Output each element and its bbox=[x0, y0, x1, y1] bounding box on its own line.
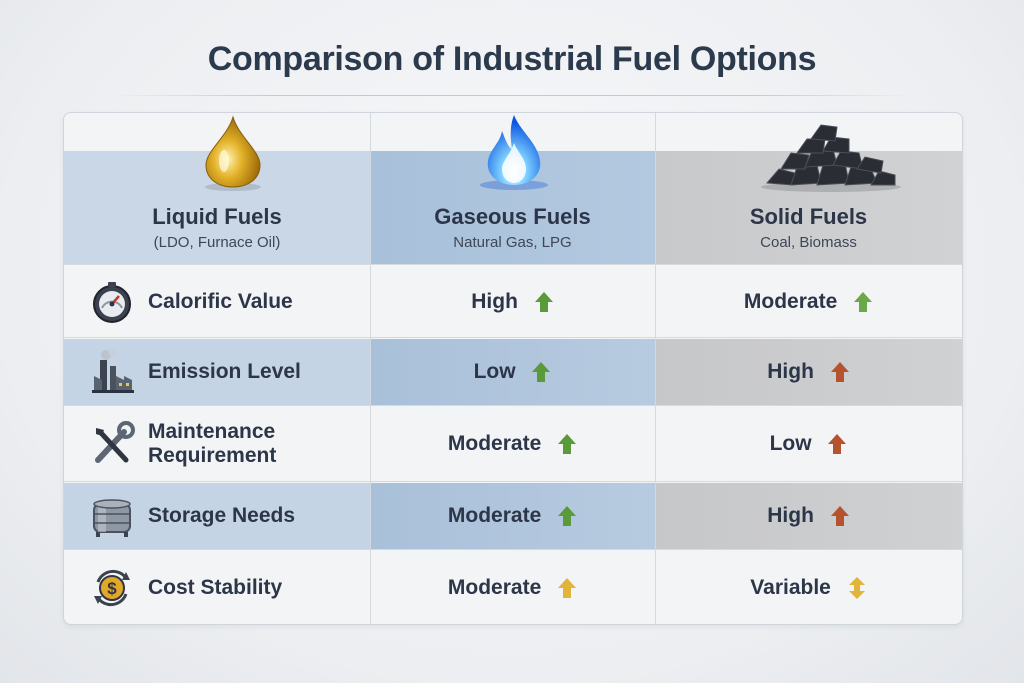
svg-text:$: $ bbox=[107, 579, 117, 598]
value-solid-calorific: Moderate bbox=[655, 290, 962, 314]
green-up-arrow-icon bbox=[558, 434, 577, 455]
column-title-gaseous: Gaseous Fuels bbox=[434, 204, 591, 229]
value-solid-cost: Variable bbox=[655, 576, 962, 600]
value-gas-cost: Moderate bbox=[370, 576, 655, 600]
value-solid-storage: High bbox=[655, 504, 962, 528]
value-solid-emission: High bbox=[655, 360, 962, 384]
column-sub-solid: Coal, Biomass bbox=[760, 234, 857, 251]
column-title-solid: Solid Fuels bbox=[749, 204, 868, 229]
header-solid: Solid Fuels Coal, Biomass bbox=[655, 113, 962, 624]
red-up-arrow-icon bbox=[828, 434, 847, 455]
row-label-storage: Storage Needs bbox=[148, 504, 296, 527]
row-label-maintenance: Maintenance Requirement bbox=[148, 420, 277, 467]
green-up-arrow-icon bbox=[532, 362, 551, 383]
yellow-up-arrow-icon bbox=[558, 577, 577, 598]
header-liquid: Liquid Fuels (LDO, Furnace Oil) bbox=[64, 113, 370, 624]
column-sub-liquid: (LDO, Furnace Oil) bbox=[153, 234, 281, 251]
value-gas-maintenance: Moderate bbox=[370, 432, 655, 456]
red-up-arrow-icon bbox=[830, 506, 849, 527]
green-up-arrow-icon bbox=[534, 292, 553, 313]
table-row-cost: $ Cost Stability Moderate Variable bbox=[64, 551, 962, 624]
column-sub-gaseous: Natural Gas, LPG bbox=[453, 234, 572, 251]
title-divider bbox=[110, 95, 914, 96]
page-title: Comparison of Industrial Fuel Options bbox=[207, 40, 817, 78]
value-solid-maintenance: Low bbox=[655, 432, 962, 456]
comparison-table: Liquid Fuels (LDO, Furnace Oil) Gaseous … bbox=[63, 112, 963, 625]
dollar-cycle-icon: $ bbox=[94, 569, 130, 606]
coal-pile-icon bbox=[761, 124, 901, 192]
oil-drop-icon bbox=[205, 115, 261, 191]
tools-icon bbox=[95, 421, 135, 463]
row-label-emission: Emission Level bbox=[148, 360, 301, 383]
table-row-calorific: Calorific Value High Moderate bbox=[64, 269, 962, 335]
row-label-calorific: Calorific Value bbox=[148, 290, 293, 313]
green-up-arrow-icon bbox=[854, 292, 873, 313]
value-gas-emission: Low bbox=[370, 360, 655, 384]
table-row-maintenance: Maintenance Requirement Moderate Low bbox=[64, 407, 962, 481]
green-up-arrow-icon bbox=[558, 506, 577, 527]
row-label-cost: Cost Stability bbox=[148, 575, 283, 599]
value-gas-calorific: High bbox=[370, 290, 655, 314]
gauge-icon bbox=[93, 282, 131, 323]
value-gas-storage: Moderate bbox=[370, 504, 655, 528]
factory-icon bbox=[92, 349, 134, 393]
header-gaseous: Gaseous Fuels Natural Gas, LPG bbox=[370, 113, 655, 624]
red-up-arrow-icon bbox=[830, 362, 849, 383]
table-row-emission: Emission Level Low High bbox=[64, 339, 962, 405]
yellow-up-down-arrow-icon bbox=[848, 576, 865, 599]
column-divider bbox=[370, 113, 371, 624]
storage-tank-icon bbox=[93, 499, 131, 537]
blue-flame-icon bbox=[480, 115, 548, 190]
column-divider bbox=[655, 113, 656, 624]
column-title-liquid: Liquid Fuels bbox=[152, 204, 282, 229]
header-divider bbox=[64, 264, 962, 265]
table-row-storage: Storage Needs Moderate High bbox=[64, 483, 962, 549]
